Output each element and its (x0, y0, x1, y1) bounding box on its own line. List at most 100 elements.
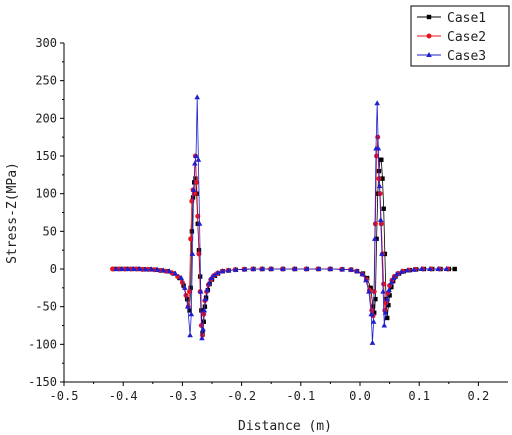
data-point-case1 (381, 206, 386, 211)
data-point-case3 (259, 266, 266, 271)
data-point-case3 (280, 266, 286, 271)
data-point-case1 (372, 310, 377, 315)
data-point-case1 (193, 176, 198, 181)
data-point-case3 (370, 318, 377, 324)
data-point-case3 (201, 307, 208, 313)
data-point-case3 (193, 153, 199, 158)
axes: -150 -100 -50 0 50 100 150 200 250 300 -0.5 -0.4 -0.… (28, 36, 508, 403)
y-tick-label: 100 (35, 187, 57, 201)
data-point-case3 (359, 271, 366, 277)
data-point-case3 (418, 266, 425, 271)
data-point-case3 (390, 275, 397, 281)
data-point-case3 (199, 335, 205, 341)
x-tick-label: 0.0 (349, 389, 371, 403)
series-line-case3 (116, 97, 447, 343)
legend-marker-case3 (426, 52, 432, 57)
data-point-case1 (379, 157, 384, 162)
data-point-case3 (154, 266, 161, 272)
data-point-case3 (192, 160, 198, 166)
y-tick-label: -50 (35, 300, 57, 314)
data-point-case3 (241, 266, 248, 272)
data-point-case2 (383, 300, 389, 306)
data-point-case3 (204, 287, 211, 293)
data-point-case3 (190, 186, 197, 192)
data-point-case3 (194, 94, 200, 100)
data-point-case3 (148, 266, 155, 272)
data-point-case3 (388, 279, 395, 285)
data-point-case3 (386, 287, 392, 293)
data-point-case3 (202, 296, 209, 302)
x-tick-label: -0.3 (168, 389, 197, 403)
data-point-case3 (166, 268, 173, 274)
x-tick-label: 0.1 (408, 389, 430, 403)
data-point-case3 (189, 250, 196, 256)
data-point-case3 (376, 183, 383, 189)
data-point-case2 (378, 221, 384, 227)
y-tick-label: 150 (35, 149, 57, 163)
data-point-case3 (268, 266, 274, 271)
x-tick-label: -0.5 (50, 389, 79, 403)
data-point-case3 (206, 280, 212, 286)
data-point-case3 (113, 266, 119, 271)
data-point-case3 (178, 275, 185, 281)
y-tick-label: -150 (28, 375, 57, 389)
data-point-case3 (225, 267, 232, 273)
data-point-case1 (374, 236, 379, 242)
data-point-case3 (250, 266, 257, 271)
plot-area (110, 94, 457, 345)
y-tick-label: 250 (35, 74, 57, 88)
data-point-case3 (119, 266, 125, 271)
data-point-case3 (435, 266, 441, 271)
y-axis-title: Stress-Z(MPa) (5, 162, 20, 264)
data-point-case3 (136, 266, 143, 271)
data-point-case3 (315, 266, 322, 271)
data-point-case1 (385, 315, 390, 321)
data-point-case1 (187, 308, 192, 313)
data-point-case3 (187, 332, 193, 338)
data-point-case2 (187, 289, 193, 295)
y-tick-label: -100 (28, 337, 57, 351)
data-point-case3 (172, 270, 179, 276)
data-point-case1 (380, 176, 385, 181)
data-point-case2 (194, 179, 200, 185)
data-point-case3 (427, 266, 433, 271)
data-point-case3 (368, 311, 375, 317)
data-point-case3 (200, 326, 206, 332)
x-tick-label: -0.1 (286, 389, 315, 403)
data-point-case2 (381, 281, 387, 287)
data-point-case3 (208, 275, 215, 281)
data-point-case3 (339, 266, 346, 272)
data-point-case3 (125, 266, 131, 271)
data-point-case2 (374, 153, 380, 159)
data-point-case3 (184, 303, 191, 309)
data-point-case1 (368, 285, 373, 291)
data-point-case3 (292, 266, 298, 271)
data-point-case3 (215, 269, 221, 275)
data-point-case3 (327, 266, 334, 271)
data-point-case3 (369, 339, 376, 345)
data-point-case3 (398, 269, 405, 275)
y-tick-label: 50 (43, 224, 57, 238)
data-point-case1 (373, 296, 378, 302)
legend-label-case1: Case1 (447, 11, 486, 26)
data-point-case2 (191, 191, 197, 197)
data-point-case1 (190, 195, 196, 200)
data-point-case3 (197, 288, 204, 294)
data-point-case3 (379, 250, 385, 256)
data-point-case3 (196, 220, 203, 226)
data-point-case3 (131, 266, 137, 271)
data-point-case2 (196, 251, 202, 257)
y-tick-label: 300 (35, 36, 57, 50)
legend: Case1 Case2 Case3 (410, 5, 510, 67)
data-point-case3 (363, 277, 369, 283)
data-point-case3 (354, 268, 360, 274)
data-point-case3 (303, 266, 310, 271)
y-tick-label: 0 (50, 262, 57, 276)
data-point-case3 (411, 266, 417, 272)
data-point-case2 (188, 236, 194, 242)
data-point-case3 (181, 284, 188, 290)
data-point-case3 (380, 288, 386, 294)
legend-label-case3: Case3 (447, 49, 486, 64)
data-point-case1 (188, 285, 193, 291)
y-tick-label: 200 (35, 111, 57, 125)
